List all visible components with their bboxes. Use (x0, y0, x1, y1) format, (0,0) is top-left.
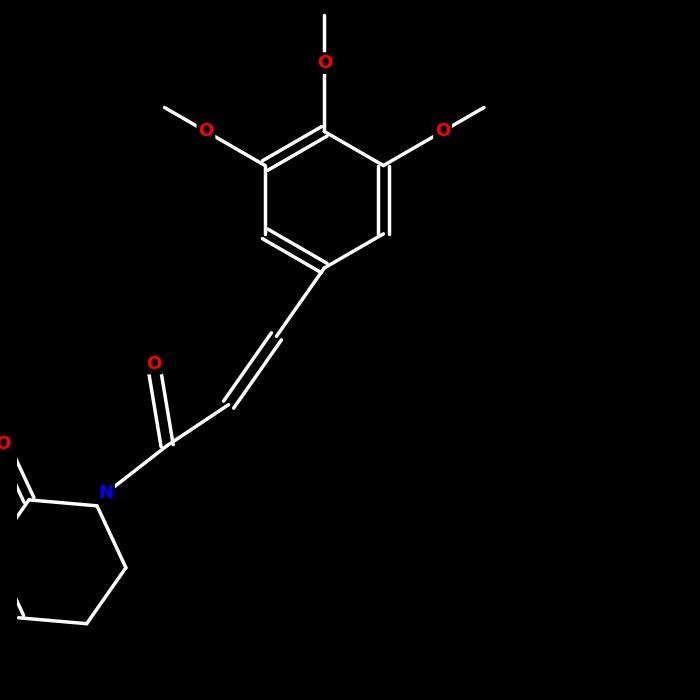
Text: N: N (98, 484, 113, 503)
Text: O: O (0, 435, 10, 453)
Text: O: O (198, 122, 214, 141)
Text: O: O (146, 355, 161, 372)
Text: O: O (316, 54, 332, 72)
Text: O: O (435, 122, 450, 141)
